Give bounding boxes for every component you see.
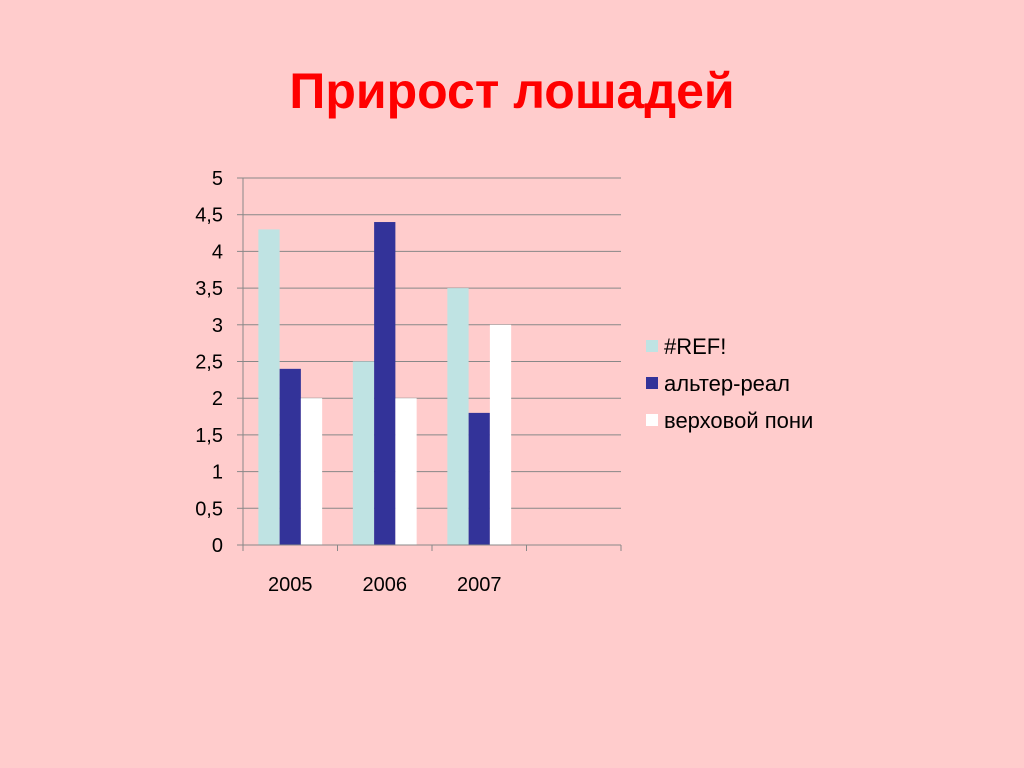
x-tick-label: 2005	[268, 574, 313, 596]
legend-swatch	[646, 377, 658, 389]
legend-label: верховой пони	[664, 408, 813, 433]
legend: #REF! альтер-реал верховой пони	[646, 334, 813, 433]
y-tick-label: 5	[212, 168, 223, 190]
bar	[395, 398, 417, 545]
y-tick-label: 4,5	[195, 205, 223, 227]
bar	[489, 324, 512, 545]
bar	[279, 368, 301, 545]
legend-label: альтер-реал	[664, 371, 790, 396]
x-tick-label: 2006	[363, 574, 408, 596]
y-tick-label: 0,5	[195, 498, 223, 520]
y-tick-label: 1	[212, 462, 223, 484]
legend-swatch	[646, 414, 658, 426]
y-tick-label: 1,5	[195, 425, 223, 447]
x-tick-labels: 2005 2006 2007	[268, 574, 502, 596]
y-tick-label: 0	[212, 535, 223, 557]
bar	[258, 229, 280, 545]
y-tick-label: 2	[212, 388, 223, 410]
bar	[352, 361, 375, 545]
y-tick-labels: 0 0,5 1 1,5 2 2,5 3 3,5 4 4,5 5	[195, 168, 223, 557]
y-tick-label: 3	[212, 315, 223, 337]
bars	[258, 222, 512, 546]
x-tick-label: 2007	[457, 574, 502, 596]
legend-label: #REF!	[664, 334, 726, 359]
y-tick-label: 3,5	[195, 278, 223, 300]
bar	[447, 288, 469, 545]
axes	[237, 177, 622, 551]
slide-title: Прирост лошадей	[289, 63, 735, 119]
bar	[374, 222, 396, 546]
bar	[468, 412, 490, 545]
legend-swatch	[646, 340, 658, 352]
y-tick-label: 4	[212, 241, 223, 263]
bar	[300, 398, 323, 545]
y-tick-label: 2,5	[195, 352, 223, 374]
